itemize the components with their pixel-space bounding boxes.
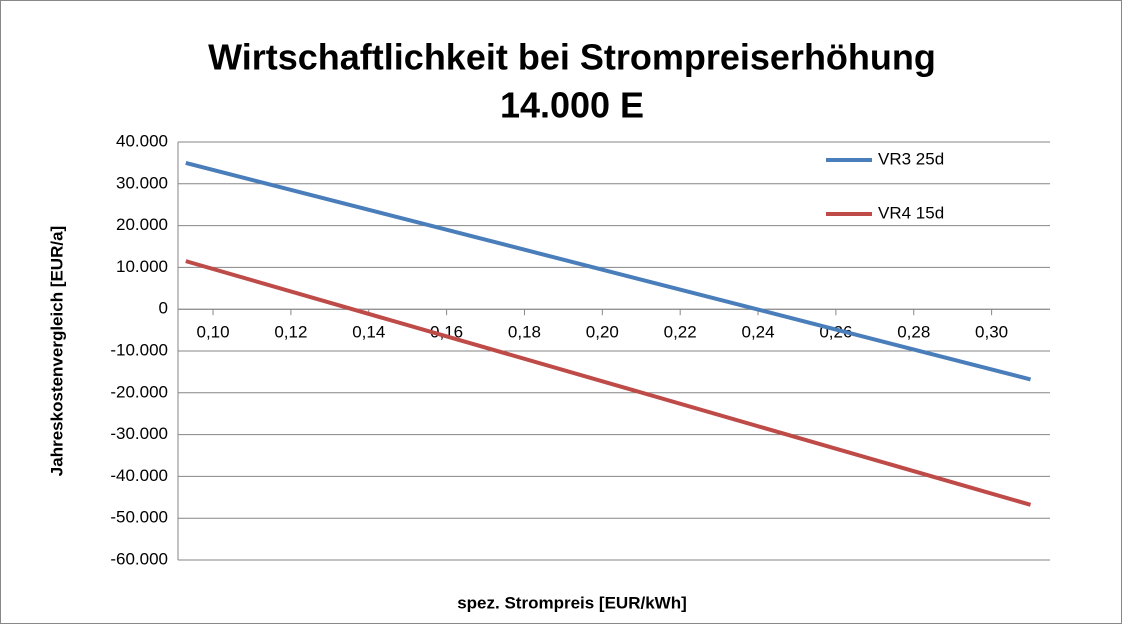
x-tick-label: 0,18	[508, 323, 541, 342]
x-tick-label: 0,12	[274, 323, 307, 342]
y-tick-label: 20.000	[116, 215, 168, 234]
x-tick-label: 0,22	[664, 323, 697, 342]
x-tick-label: 0,14	[352, 323, 385, 342]
x-tick-label: 0,24	[741, 323, 774, 342]
y-tick-label: -60.000	[110, 549, 168, 568]
x-tick-label: 0,30	[975, 323, 1008, 342]
y-tick-label: 40.000	[116, 131, 168, 150]
y-tick-label: -20.000	[110, 382, 168, 401]
y-tick-label: 30.000	[116, 173, 168, 192]
chart-title: Wirtschaftlichkeit bei Strompreiserhöhun…	[208, 37, 936, 78]
x-tick-label: 0,10	[196, 323, 229, 342]
y-tick-label: -50.000	[110, 508, 168, 527]
series-line	[185, 259, 1032, 507]
y-tick-label: -30.000	[110, 424, 168, 443]
legend-label: VR3 25d	[878, 149, 944, 168]
y-tick-label: 0	[159, 299, 168, 318]
legend-label: VR4 15d	[878, 203, 944, 222]
x-tick-label: 0,20	[586, 323, 619, 342]
x-axis-label: spez. Strompreis [EUR/kWh]	[457, 593, 687, 612]
y-tick-label: -10.000	[110, 340, 168, 359]
y-tick-label: -40.000	[110, 466, 168, 485]
chart-subtitle: 14.000 E	[500, 85, 644, 126]
x-tick-label: 0,28	[897, 323, 930, 342]
y-axis-label: Jahreskostenvergleich [EUR/a]	[47, 226, 66, 476]
series-line	[185, 160, 1032, 382]
y-tick-label: 10.000	[116, 257, 168, 276]
